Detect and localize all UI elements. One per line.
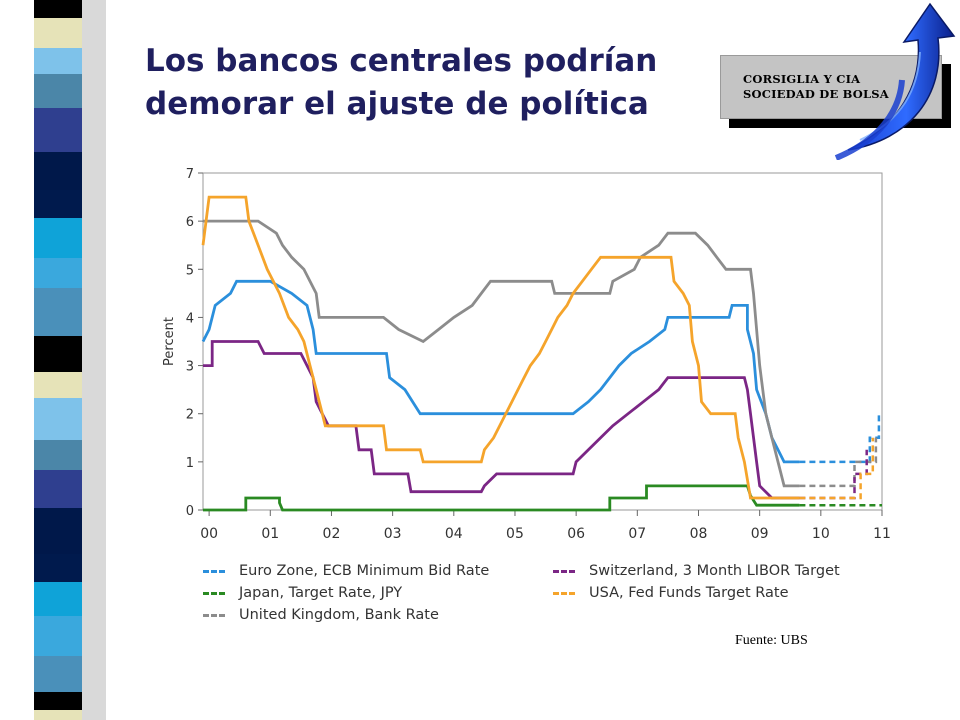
legend-label: Japan, Target Rate, JPY [239, 585, 403, 601]
y-tick-label: 5 [186, 263, 194, 278]
chart-series-group [201, 195, 882, 512]
y-tick-label: 0 [186, 504, 194, 519]
legend-label: Euro Zone, ECB Minimum Bid Rate [239, 563, 490, 579]
x-tick-label: 04 [445, 526, 463, 542]
x-tick-label: 05 [506, 526, 524, 542]
logo-company-name: CORSIGLIA Y CIA [743, 72, 861, 86]
y-tick-label: 3 [186, 360, 194, 375]
legend-item: Switzerland, 3 Month LIBOR Target [553, 563, 840, 579]
stripe-block [34, 692, 82, 710]
x-tick-label: 00 [200, 526, 218, 542]
x-tick-label: 10 [812, 526, 830, 542]
legend-label: United Kingdom, Bank Rate [239, 607, 439, 623]
x-tick-label: 01 [261, 526, 279, 542]
stripe-block [34, 218, 82, 258]
legend-item: Euro Zone, ECB Minimum Bid Rate [203, 563, 489, 579]
stripe-block [34, 18, 82, 48]
legend-swatch [203, 591, 225, 595]
x-tick-label: 11 [873, 526, 891, 542]
chart-panel: 0 1 2 3 4 5 6 7 00 01 02 03 04 05 06 07 08 09 10 11 Percent … [155, 155, 900, 630]
stripe-block [34, 74, 82, 108]
side-stripe-decoration [34, 0, 106, 720]
source-note: Fuente: UBS [735, 633, 808, 648]
x-tick-label: 06 [567, 526, 585, 542]
legend-swatch [203, 613, 225, 617]
company-logo-box: CORSIGLIA Y CIA SOCIEDAD DE BOLSA [720, 55, 942, 119]
slide-title-line2: demorar el ajuste de política [145, 86, 649, 122]
x-tick-label: 03 [384, 526, 402, 542]
series-forecast-line-5 [799, 437, 875, 500]
series-line-3 [203, 219, 800, 488]
blue-arrow-logo-icon [834, 2, 956, 160]
stripe-shadow [82, 0, 106, 720]
slide-title-line1: Los bancos centrales podrían [145, 43, 658, 79]
x-tick-label: 08 [690, 526, 708, 542]
stripe-block [34, 336, 82, 372]
legend-item: Japan, Target Rate, JPY [203, 585, 402, 601]
y-tick-label: 7 [186, 167, 194, 182]
y-axis-label: Percent [162, 317, 177, 366]
stripe-block [34, 710, 82, 720]
series-line-1 [201, 279, 800, 464]
stripe-block [34, 616, 82, 656]
legend-swatch [553, 591, 575, 595]
stripe-block [34, 554, 82, 582]
legend-label: Switzerland, 3 Month LIBOR Target [589, 563, 840, 579]
x-tick-label: 07 [628, 526, 646, 542]
legend-item: USA, Fed Funds Target Rate [553, 585, 789, 601]
legend-swatch [553, 569, 575, 573]
stripe-block [34, 398, 82, 440]
legend-label: USA, Fed Funds Target Rate [589, 585, 789, 601]
stripe-block [34, 440, 82, 470]
y-tick-label: 1 [186, 456, 194, 471]
y-tick-label: 6 [186, 215, 194, 230]
stripe-block [34, 288, 82, 336]
y-tick-label: 2 [186, 408, 194, 423]
legend-item: United Kingdom, Bank Rate [203, 607, 439, 623]
plot-frame [202, 172, 883, 511]
series-forecast-line-1 [799, 413, 881, 464]
stripe-block [34, 190, 82, 218]
stripe-block [34, 0, 82, 18]
x-tick-label: 02 [323, 526, 341, 542]
stripe-block [34, 108, 82, 152]
x-tick-label: 09 [751, 526, 769, 542]
stripe-block [34, 582, 82, 616]
stripe-block [34, 508, 82, 554]
stripe-block [34, 152, 82, 190]
stripe-block [34, 656, 82, 692]
stripe-block [34, 372, 82, 398]
logo-company-subtitle: SOCIEDAD DE BOLSA [743, 87, 889, 101]
stripe-block [34, 258, 82, 288]
y-tick-label: 4 [186, 311, 194, 326]
stripe-block [34, 470, 82, 508]
series-line-5 [201, 195, 800, 500]
stripe-block [34, 48, 82, 74]
series-line-4 [203, 340, 800, 500]
slide-title: Los bancos centrales podrían demorar el … [145, 40, 705, 126]
legend-swatch [203, 569, 225, 573]
